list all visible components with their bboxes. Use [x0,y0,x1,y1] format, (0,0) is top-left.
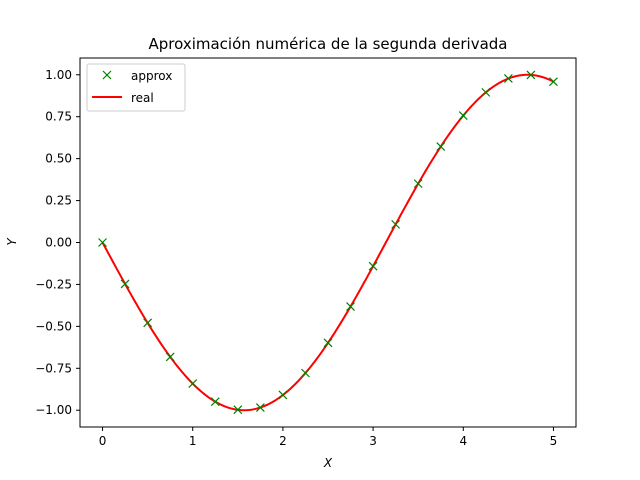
axis-ticks: 0 1 2 3 4 5 −1.00 −0.75 −0.50 −0.25 0.00 0.25 0.50 0.… [35,68,557,448]
data-point-approx [481,87,491,97]
legend-marker-approx [102,70,112,80]
data-point-approx [458,111,468,120]
data-point-approx [210,397,220,407]
data-point-approx [98,238,107,247]
data-point-approx [278,390,288,400]
data-point-approx [368,261,378,271]
legend: approx real [86,63,186,112]
data-point-approx [549,77,558,87]
data-point-approx [301,368,310,378]
series-layer [98,70,558,415]
y-tick-label: 0.75 [45,110,72,124]
data-point-approx [503,74,513,83]
legend-label-approx: approx [131,69,172,83]
x-tick-label: 4 [459,434,467,448]
y-tick-label: −0.75 [35,361,72,375]
x-axis-label: X [323,456,333,470]
legend-label-real: real [131,91,154,105]
data-point-approx [391,219,401,229]
x-tick-label: 1 [189,434,197,448]
data-point-approx [255,403,265,412]
y-tick-label: 1.00 [45,68,72,82]
legend-box [86,63,186,112]
data-point-approx [120,279,130,289]
y-tick-label: −1.00 [35,403,72,417]
y-tick-label: −0.50 [35,319,72,333]
data-point-approx [413,179,423,189]
y-axis-label: Y [5,237,19,246]
data-point-approx [323,338,333,348]
x-tick-label: 5 [550,434,558,448]
data-point-approx [233,405,243,415]
data-point-approx [346,302,355,311]
legend-x-marker [102,70,112,80]
data-point-approx [526,70,536,80]
data-point-approx [436,142,446,151]
data-point-approx [188,379,198,388]
x-tick-label: 0 [99,434,107,448]
legend-entry-approx: approx [102,69,172,83]
chart-title: Aproximación numérica de la segunda deri… [148,35,507,53]
y-tick-label: 0.50 [45,152,72,166]
axes-frame [79,57,577,428]
data-point-approx [165,352,175,362]
y-tick-label: −0.25 [35,277,72,291]
legend-entry-real: real [92,91,154,105]
y-tick-label: 0.25 [45,194,72,208]
data-point-approx [143,318,153,328]
y-tick-label: 0.00 [45,236,72,250]
x-tick-label: 2 [279,434,287,448]
x-tick-label: 3 [369,434,377,448]
